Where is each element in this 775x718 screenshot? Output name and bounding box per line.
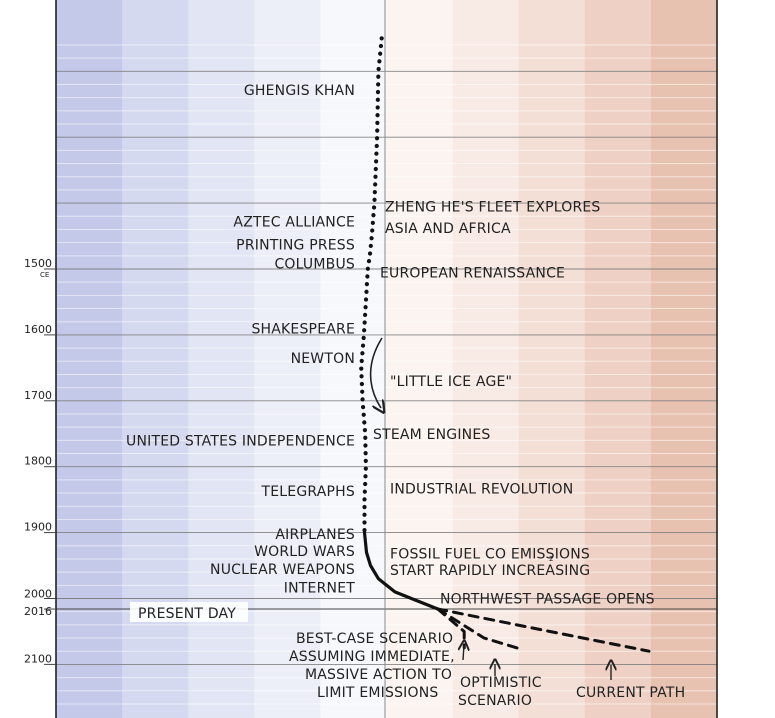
series-dashed-line — [436, 607, 651, 653]
svg-text:SCENARIO: SCENARIO — [458, 693, 532, 709]
event-label-left: PRINTING PRESS — [236, 238, 355, 254]
y-tick-label: 1600 — [24, 323, 52, 336]
event-label-right: "LITTLE ICE AGE" — [390, 374, 512, 390]
event-annotations: GHENGIS KHAN AZTEC ALLIANCE PRINTING PRESS… — [126, 83, 655, 608]
svg-text:LIMIT EMISSIONS: LIMIT EMISSIONS — [317, 685, 438, 701]
svg-text:ASSUMING IMMEDIATE,: ASSUMING IMMEDIATE, — [289, 649, 455, 665]
y-tick-label: 1500 — [24, 257, 52, 270]
event-label-right: INDUSTRIAL REVOLUTION — [390, 481, 573, 497]
event-label-left: GHENGIS KHAN — [244, 83, 355, 99]
y-tick-label: 1800 — [24, 455, 52, 468]
event-label-left: COLUMBUS — [274, 257, 355, 273]
event-label-left: NEWTON — [291, 351, 355, 367]
temperature-band — [56, 0, 123, 718]
present-day-label: PRESENT DAY — [138, 606, 236, 622]
series-dashed-line — [436, 607, 466, 650]
event-label-right: ASIA AND AFRICA — [385, 221, 511, 237]
event-label-right: STEAM ENGINES — [373, 427, 491, 443]
best-case-scenario-label: BEST-CASE SCENARIO ASSUMING IMMEDIATE, M… — [289, 631, 455, 701]
temperature-band — [518, 0, 586, 718]
optimistic-scenario-label: OPTIMISTIC SCENARIO — [458, 675, 542, 709]
y-tick-label: 2000 — [24, 588, 52, 601]
event-label-left: UNITED STATES INDEPENDENCE — [126, 433, 355, 449]
event-label-left: AZTEC ALLIANCE — [233, 215, 355, 231]
event-label-right: FOSSIL FUEL CO EMISSIONS — [390, 547, 590, 563]
y-tick-label: 1900 — [24, 521, 52, 534]
current-path-label: CURRENT PATH — [576, 685, 685, 701]
event-label-left: TELEGRAPHS — [261, 484, 356, 500]
best-case-pointer — [463, 645, 464, 661]
event-label-left: NUCLEAR WEAPONS — [210, 562, 355, 578]
event-label-left: WORLD WARS — [254, 544, 355, 560]
temperature-band — [584, 0, 652, 718]
year-gridlines — [56, 44, 717, 705]
event-label-right: EUROPEAN RENAISSANCE — [380, 265, 565, 281]
event-label-left: SHAKESPEARE — [251, 321, 355, 337]
y-tick-label: 2100 — [24, 652, 52, 665]
co2-subscript: 2 — [549, 555, 553, 563]
event-label-right: NORTHWEST PASSAGE OPENS — [440, 592, 655, 608]
svg-text:BEST-CASE SCENARIO: BEST-CASE SCENARIO — [296, 631, 453, 647]
y-tick-label: 2016 — [24, 605, 52, 618]
event-label-right: START RAPIDLY INCREASING — [390, 563, 590, 579]
present-day-label-bg — [130, 602, 248, 622]
y-tick-label: 1700 — [24, 389, 52, 402]
little-ice-age-arrow — [369, 337, 382, 408]
svg-text:OPTIMISTIC: OPTIMISTIC — [460, 675, 542, 691]
y-tick-era: CE — [40, 271, 49, 279]
series-solid-line — [362, 531, 440, 611]
event-label-left: INTERNET — [284, 580, 355, 596]
temperature-band — [650, 0, 718, 718]
temperature-band — [452, 0, 520, 718]
series-dashed-line — [436, 607, 519, 650]
event-label-right: ZHENG HE'S FLEET EXPLORES — [385, 199, 601, 215]
temperature-series — [359, 36, 651, 653]
svg-text:MASSIVE ACTION TO: MASSIVE ACTION TO — [305, 667, 452, 683]
event-label-left: AIRPLANES — [275, 527, 355, 543]
